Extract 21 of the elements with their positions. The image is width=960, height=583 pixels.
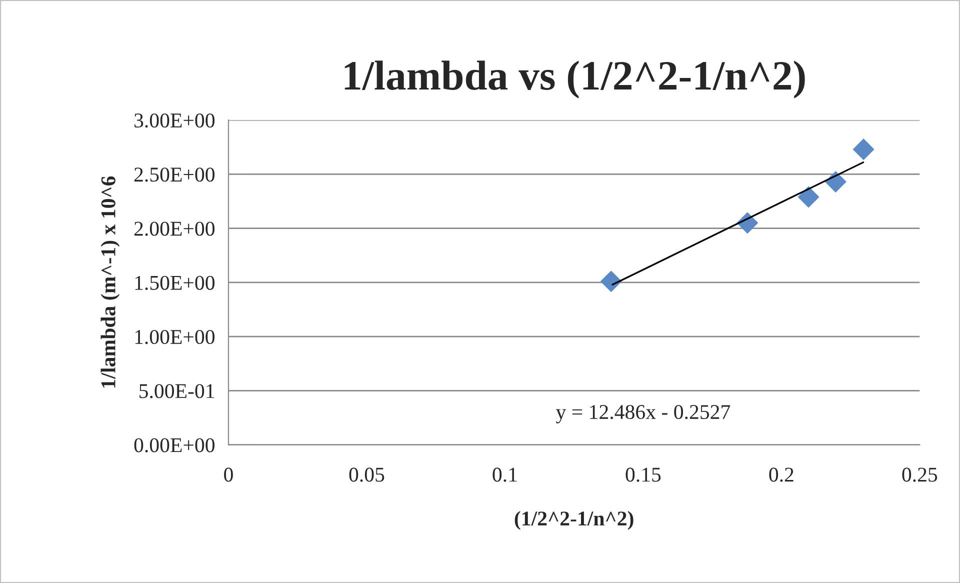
point	[600, 270, 622, 292]
x-tick-label: 0.15	[626, 468, 661, 482]
point	[852, 138, 874, 160]
y-tick-label: 2.50E+00	[134, 168, 214, 182]
x-tick-label: 0.05	[349, 468, 384, 482]
y-tick-label: 3.00E+00	[134, 113, 214, 128]
x-tick-label: 0.25	[902, 468, 938, 482]
y-tick-label: 5.00E-01	[140, 384, 214, 398]
x-tick-label: 0.2	[769, 468, 794, 482]
point	[798, 186, 820, 208]
x-tick-label: 0.1	[492, 468, 517, 482]
y-tick-label: 1.00E+00	[135, 330, 214, 344]
x-tick-label: 0	[224, 468, 233, 482]
y-axis-title: 1/lambda (m^-1) x 10^6	[100, 176, 120, 388]
y-tick-label: 1.50E+00	[135, 276, 214, 290]
y-tick-label: 0.00E+00	[134, 438, 214, 452]
y-tick-label: 2.00E+00	[134, 222, 214, 236]
chart-title: 1/lambda vs (1/2^2-1/n^2)	[344, 60, 805, 98]
annotation: y = 12.486x - 0.2527	[556, 404, 730, 424]
point	[824, 171, 846, 192]
x-axis-title: (1/2^2-1/n^2)	[514, 510, 634, 530]
